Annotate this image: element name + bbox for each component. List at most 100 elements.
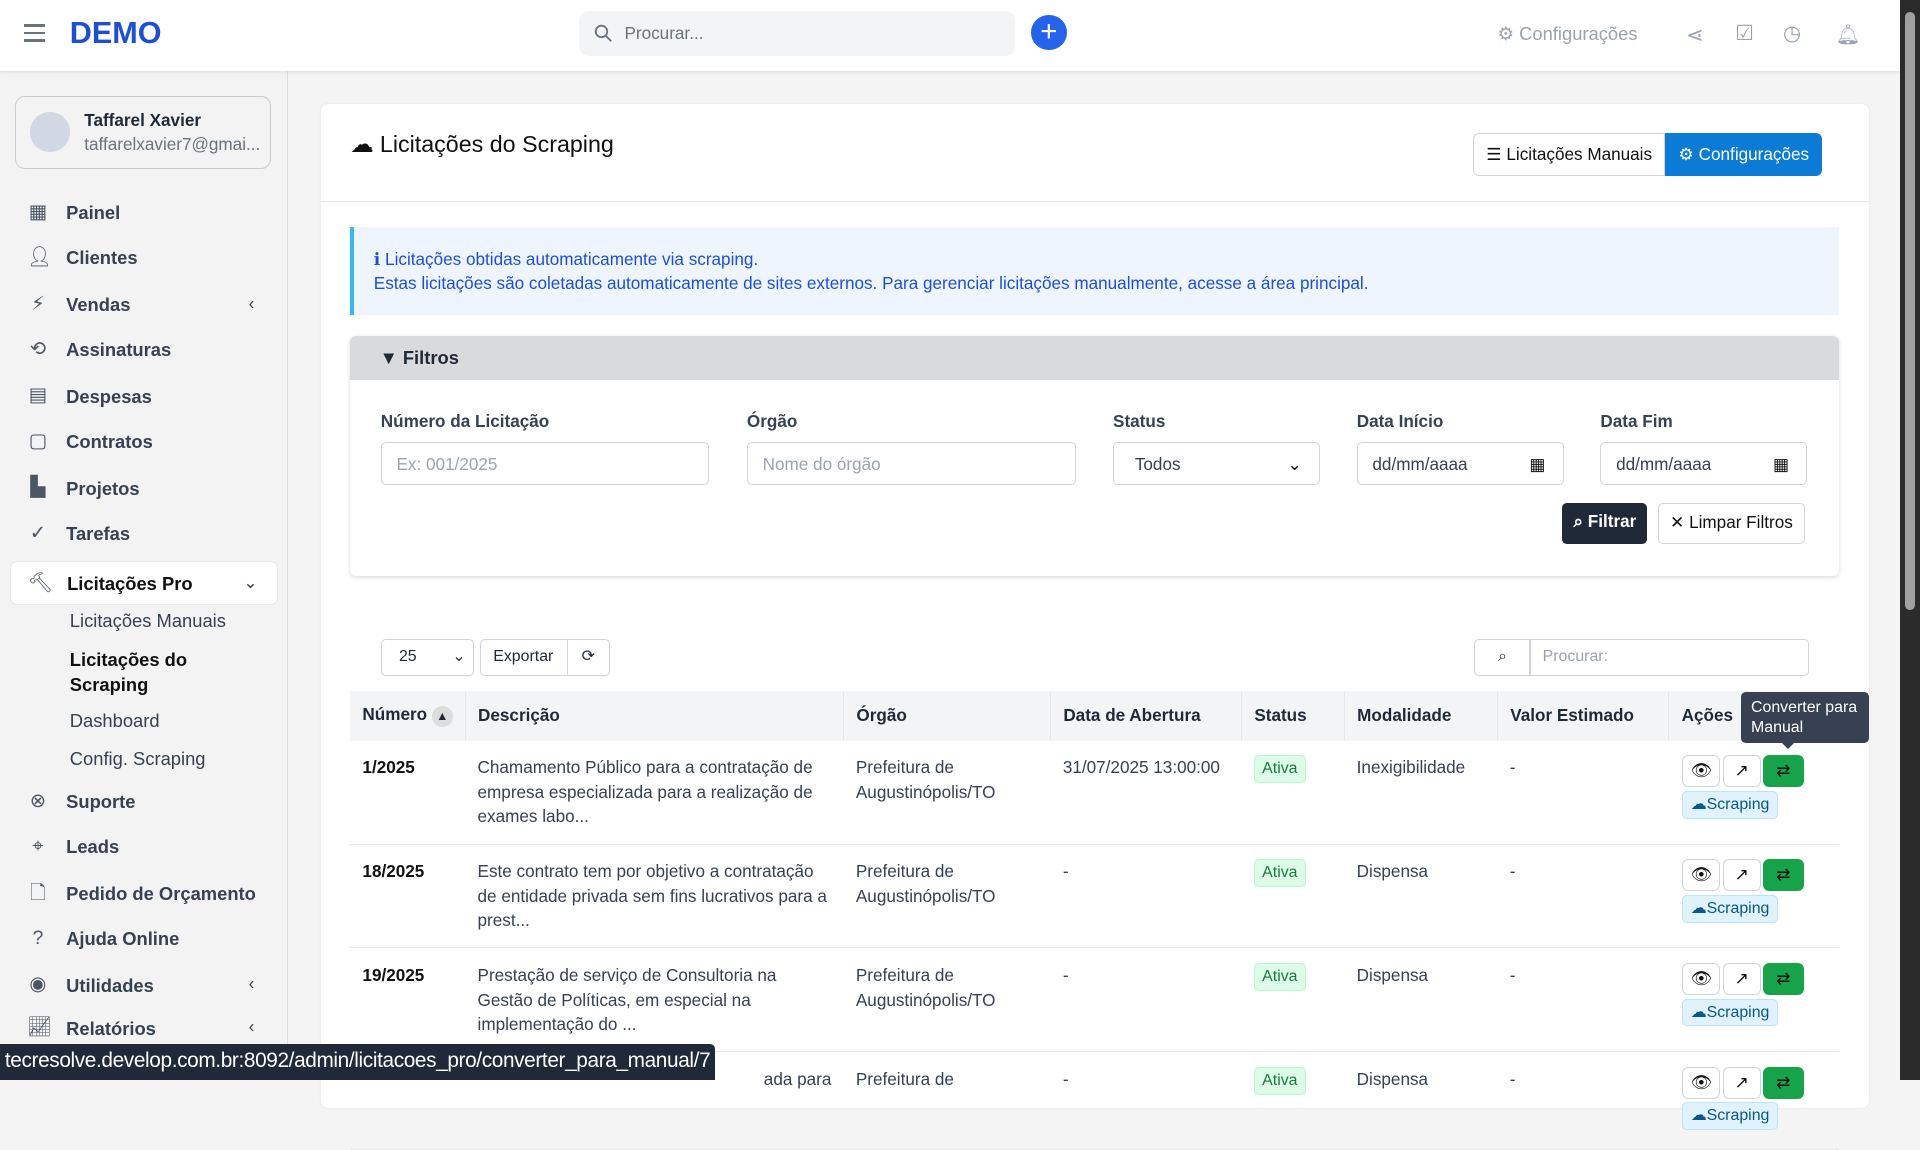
bell-icon[interactable]: 🔔︎ [1835,24,1861,47]
chart-icon: ▙ [30,476,46,499]
user-card[interactable]: Taffarel Xavier taffarelxavier7@gmai... [14,95,271,169]
sidebar-item-despesas[interactable]: ▤ Despesas [0,375,288,419]
status-select[interactable]: Todos ⌄ [1113,442,1320,485]
table-search-icon: ⌕ [1474,639,1531,676]
user-icon: 👤︎ [26,246,52,269]
orgao-label: Órgão [746,411,798,432]
clear-filters-button[interactable]: ✕ Limpar Filtros [1657,503,1805,544]
col-data[interactable]: Data de Abertura [1050,690,1243,741]
search-icon [594,25,612,43]
convert-arrows-icon[interactable]: ⇄ [1763,963,1804,995]
global-search[interactable]: Procurar... [579,11,1016,57]
numero-input[interactable]: Ex: 001/2025 [380,442,709,485]
external-link-icon[interactable]: ↗ [1722,1066,1761,1099]
sidebar-item-licitacoes-pro[interactable]: 🔨︎ Licitações Pro ⌄ [9,560,278,605]
table-search-input[interactable]: Procurar: [1529,639,1809,676]
filter-icon: ▼ [379,346,398,368]
sidebar-item-suporte[interactable]: ⊗ Suporte [0,780,288,824]
sidebar-item-clientes[interactable]: 👤︎ Clientes [0,236,288,280]
scrollbar-thumb[interactable] [1905,12,1916,610]
data-fim-input[interactable]: dd/mm/aaaa ▦ [1600,442,1808,485]
info-icon: ℹ [373,248,381,269]
external-link-icon[interactable]: ↗ [1722,859,1761,892]
cell-status: Ativa [1241,844,1345,949]
convert-arrows-icon[interactable]: ⇄ [1763,859,1804,892]
share-icon[interactable]: ⋖ [1686,24,1704,48]
view-eye-icon[interactable]: 👁︎ [1682,859,1721,892]
refresh-button[interactable]: ⟳ [566,639,610,676]
calendar-icon[interactable]: ▦ [1529,454,1546,475]
convert-arrows-icon[interactable]: ⇄ [1763,755,1804,788]
sidebar-item-relatorios[interactable]: 📈︎ Relatórios ‹ [0,1007,288,1051]
cell-valor: - [1497,1051,1669,1150]
export-button[interactable]: Exportar [479,639,569,676]
checkbox-icon[interactable]: ☑ [1735,21,1754,45]
sidebar-item-painel[interactable]: ▦ Painel [0,191,288,235]
label: Scraping [1706,1107,1770,1125]
filter-button[interactable]: ⌕ Filtrar [1562,503,1648,544]
label: Contratos [66,431,153,452]
label: Clientes [66,247,138,269]
status-label: Status [1113,411,1166,432]
table-row: 1/2025 Chamamento Público para a contrat… [350,740,1839,845]
external-link-icon[interactable]: ↗ [1722,755,1761,788]
search-placeholder: Procurar... [624,23,704,44]
sidebar-item-ajuda[interactable]: ? Ajuda Online [0,917,288,961]
col-status[interactable]: Status [1241,690,1345,741]
sidebar-item-projetos[interactable]: ▙ Projetos [0,467,288,511]
search-icon: ⌕ [1573,511,1584,532]
value: 25 [398,648,417,666]
cell-data: - [1050,947,1242,1053]
cell-valor: - [1497,740,1669,845]
manual-licitacoes-button[interactable]: ☰ Licitações Manuais [1473,133,1666,177]
external-link-icon[interactable]: ↗ [1722,963,1761,995]
sidebar-item-assinaturas[interactable]: ⟲ Assinaturas [0,328,288,372]
table-row: 19/2025 Prestação de serviço de Consulto… [350,947,1839,1053]
label: Limpar Filtros [1689,512,1793,533]
chevron-down-icon: ⌄ [1287,454,1302,475]
menu-icon[interactable] [24,24,46,46]
cell-status: Ativa [1241,947,1345,1053]
page-size-select[interactable]: 25 ⌄ [380,639,474,676]
sidebar-item-leads[interactable]: ⌖ Leads [0,825,288,869]
view-eye-icon[interactable]: 👁︎ [1682,1066,1721,1099]
cell-modalidade: Dispensa [1344,947,1498,1053]
orgao-input[interactable]: Nome do órgão [746,442,1077,485]
scraping-badge: ☁︎Scraping [1682,894,1778,923]
view-buttons: ☰ Licitações Manuais ⚙ Configurações [1473,133,1823,177]
cell-acoes: 👁︎ ↗ ⇄ ☁︎Scraping [1668,740,1839,845]
sidebar-item-vendas[interactable]: ⚡︎ Vendas ‹ [0,283,288,327]
cloud-download-icon: ☁︎ [1690,1107,1707,1125]
document-icon: ▤ [28,384,48,407]
view-eye-icon[interactable]: 👁︎ [1682,963,1721,995]
calendar-icon[interactable]: ▦ [1773,454,1790,475]
convert-arrows-icon[interactable]: ⇄ [1763,1066,1804,1099]
col-valor[interactable]: Valor Estimado [1497,690,1670,741]
submenu-dashboard[interactable]: Dashboard [69,710,160,732]
sidebar: Taffarel Xavier taffarelxavier7@gmai... … [0,71,288,1080]
submenu-licitacoes-manuais[interactable]: Licitações Manuais [69,609,226,631]
view-eye-icon[interactable]: 👁︎ [1682,755,1721,788]
col-descricao[interactable]: Descrição [465,690,845,741]
scrollbar[interactable] [1900,0,1920,1080]
sidebar-item-contratos[interactable]: ▢ Contratos [0,420,288,464]
value: Todos [1134,454,1181,475]
sidebar-item-tarefas[interactable]: ✓ Tarefas [0,512,288,556]
lifebuoy-icon: ⊗ [29,789,47,812]
status-badge: Ativa [1253,1066,1306,1095]
config-button[interactable]: ⚙ Configurações [1665,133,1823,177]
submenu-config-scraping[interactable]: Config. Scraping [69,748,206,770]
col-modalidade[interactable]: Modalidade [1344,690,1498,741]
logo[interactable]: DEMO [69,15,162,50]
sidebar-item-pedido-orcamento[interactable]: 🗋 Pedido de Orçamento [0,872,288,916]
col-numero[interactable]: Número ▲ [350,690,466,741]
gavel-icon: 🔨︎ [27,571,53,594]
sidebar-item-utilidades[interactable]: ◉ Utilidades ‹ [0,964,288,1008]
settings-link[interactable]: ⚙ Configurações [1498,23,1638,45]
data-inicio-input[interactable]: dd/mm/aaaa ▦ [1356,442,1564,485]
add-button[interactable]: + [1031,14,1067,51]
submenu-licitacoes-scraping[interactable]: Licitações do Scraping [69,648,188,696]
col-orgao[interactable]: Órgão [843,690,1052,741]
clock-icon[interactable]: ◷ [1782,21,1801,45]
scraping-badge: ☁︎Scraping [1682,1102,1778,1131]
